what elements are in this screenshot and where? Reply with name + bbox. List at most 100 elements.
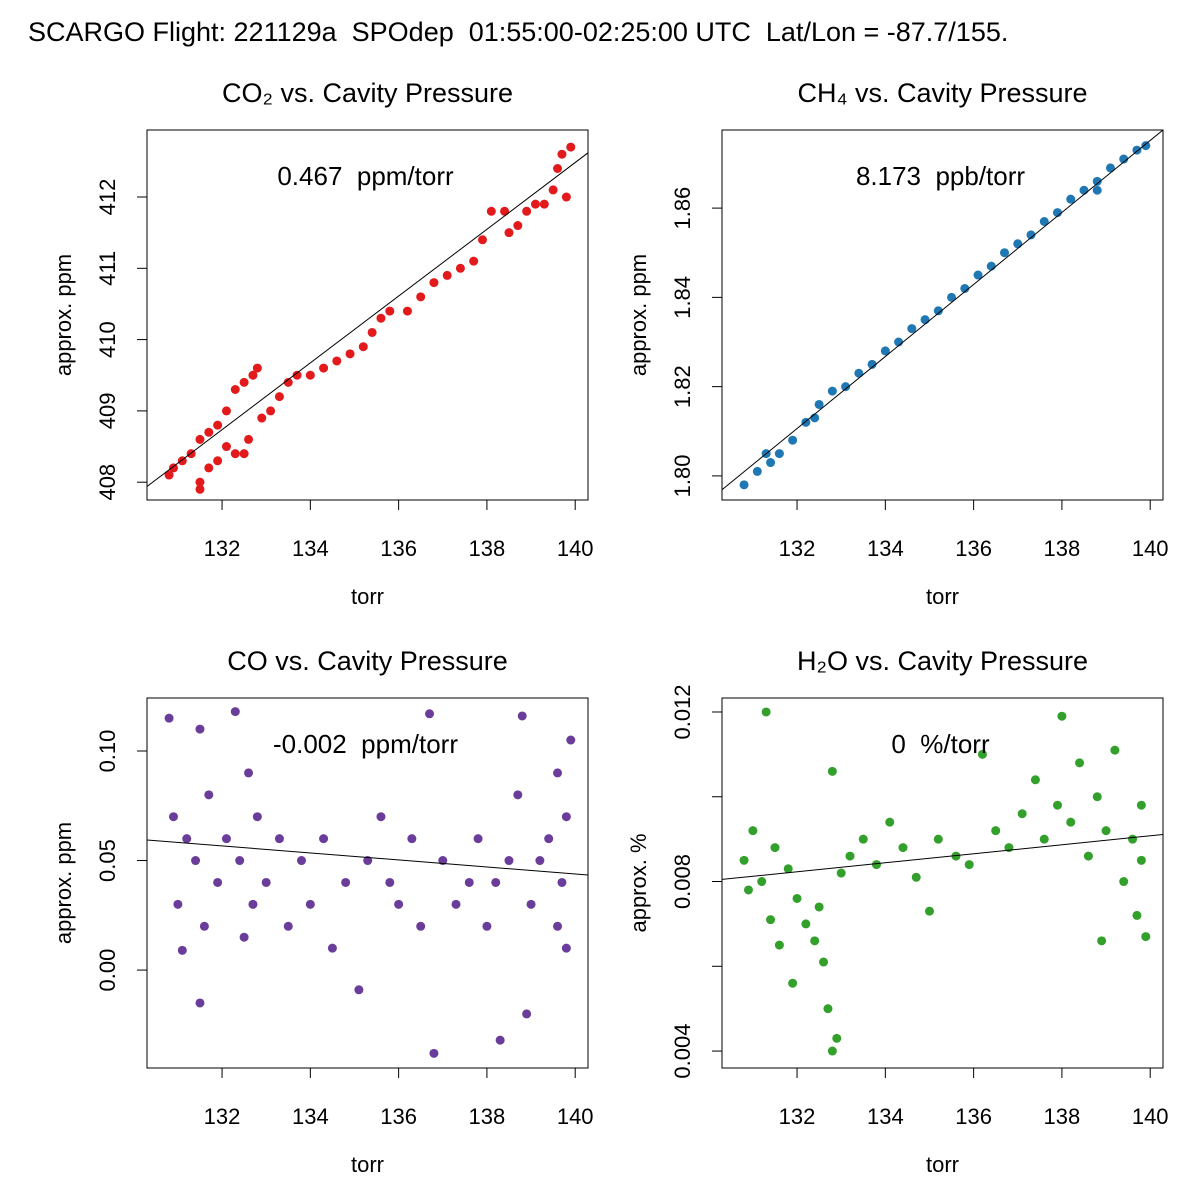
plot-frame	[146, 697, 589, 1069]
point	[376, 313, 386, 323]
x-tick-label: 136	[955, 536, 992, 561]
x-axis-label: torr	[351, 1152, 384, 1177]
point	[1083, 851, 1093, 861]
point	[553, 768, 563, 778]
point	[530, 199, 540, 209]
point	[473, 834, 483, 844]
point	[239, 932, 249, 942]
point	[1141, 141, 1151, 151]
point	[535, 856, 545, 866]
annotation: -0.002 ppm/torr	[273, 729, 458, 759]
point	[522, 1009, 532, 1019]
point	[305, 899, 315, 909]
point	[252, 363, 262, 373]
point	[182, 834, 192, 844]
point	[495, 1035, 505, 1045]
point	[553, 921, 563, 931]
point	[204, 463, 214, 473]
point	[195, 434, 205, 444]
x-axis-label: torr	[926, 584, 959, 609]
x-tick-label: 132	[204, 1104, 241, 1129]
point	[933, 834, 943, 844]
y-tick-label: 408	[95, 464, 120, 501]
point	[305, 370, 315, 380]
point	[252, 812, 262, 822]
point	[911, 872, 921, 882]
point	[561, 943, 571, 953]
point	[553, 163, 563, 173]
x-tick-label: 134	[292, 536, 329, 561]
annotation: 0.467 ppm/torr	[277, 161, 454, 191]
point	[1128, 834, 1138, 844]
panel-title: CH₄ vs. Cavity Pressure	[797, 78, 1087, 108]
point	[204, 427, 214, 437]
point	[429, 278, 439, 288]
point	[526, 899, 536, 909]
x-tick-label: 136	[380, 536, 417, 561]
point	[872, 860, 882, 870]
point	[1039, 834, 1049, 844]
x-tick-label: 138	[1044, 1104, 1081, 1129]
x-tick-label: 134	[292, 1104, 329, 1129]
point	[394, 899, 404, 909]
point	[1017, 809, 1027, 819]
point	[823, 1004, 833, 1014]
point	[854, 368, 864, 378]
point	[283, 921, 293, 931]
point	[1000, 248, 1010, 258]
y-tick-label: 0.004	[670, 1024, 695, 1079]
point	[221, 442, 231, 452]
point	[517, 711, 527, 721]
point	[1092, 185, 1102, 195]
fit-line	[147, 839, 588, 876]
point	[561, 812, 571, 822]
point	[1057, 711, 1067, 721]
y-axis-label: approx. %	[626, 833, 651, 932]
point	[442, 270, 452, 280]
point	[248, 899, 258, 909]
fit-line	[722, 833, 1163, 880]
point	[819, 957, 829, 967]
point	[429, 1048, 439, 1058]
point	[425, 709, 435, 719]
y-tick-label: 412	[95, 179, 120, 216]
point	[845, 851, 855, 861]
point	[513, 790, 523, 800]
point	[213, 877, 223, 887]
x-tick-label: 140	[557, 536, 594, 561]
point	[221, 834, 231, 844]
y-tick-label: 0.10	[95, 730, 120, 773]
point	[274, 834, 284, 844]
point	[827, 766, 837, 776]
point	[1097, 936, 1107, 946]
x-tick-label: 132	[779, 1104, 816, 1129]
point	[827, 1046, 837, 1056]
point	[907, 324, 917, 334]
point	[557, 877, 567, 887]
point	[230, 384, 240, 394]
point	[561, 192, 571, 202]
point	[991, 826, 1001, 836]
point	[464, 877, 474, 887]
point	[239, 449, 249, 459]
point	[407, 834, 417, 844]
point	[774, 449, 784, 459]
point	[244, 434, 254, 444]
point	[244, 768, 254, 778]
fit-line	[147, 152, 588, 487]
y-tick-label: 411	[95, 251, 120, 286]
point	[766, 915, 776, 925]
point	[195, 724, 205, 734]
point	[1132, 910, 1142, 920]
point	[810, 936, 820, 946]
point	[1092, 792, 1102, 802]
point	[783, 864, 793, 874]
point	[544, 834, 554, 844]
point	[1079, 185, 1089, 195]
point	[261, 877, 271, 887]
point	[1105, 163, 1115, 173]
plot-frame	[721, 697, 1164, 1069]
point	[964, 860, 974, 870]
point	[500, 206, 510, 216]
